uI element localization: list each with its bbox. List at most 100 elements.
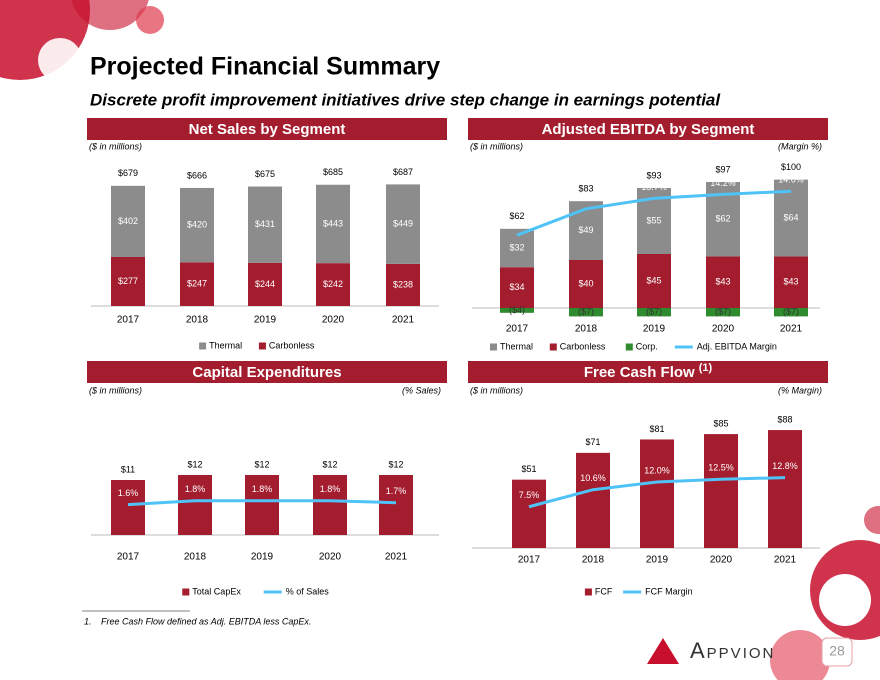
bar-value-label: $12	[322, 459, 337, 469]
chart-header	[87, 118, 447, 140]
y2-units-label: (% Sales)	[402, 385, 441, 395]
bar	[111, 480, 145, 535]
bar	[111, 185, 145, 257]
bar	[386, 184, 420, 264]
bar-value-label: $244	[255, 279, 275, 289]
legend-swatch	[584, 588, 592, 596]
line-value-label: 9.1%	[507, 219, 528, 229]
bar-value-label: $238	[393, 279, 413, 289]
bar	[637, 308, 671, 317]
bar	[111, 256, 145, 306]
bar-value-label: $43	[715, 277, 730, 287]
chart-header	[87, 361, 447, 383]
x-tick-label: 2017	[117, 552, 140, 563]
line-series	[127, 499, 397, 507]
bar-value-label: $431	[255, 219, 275, 229]
line-value-label: 1.8%	[320, 484, 341, 494]
bar	[500, 308, 534, 313]
legend-label: % of Sales	[286, 586, 330, 596]
bar-value-label: $71	[585, 437, 600, 447]
bar-value-label: $32	[509, 242, 524, 252]
bar-value-label: $40	[578, 278, 593, 288]
bar-value-label: $12	[254, 459, 269, 469]
bar	[316, 184, 350, 264]
legend-label: Carbonless	[269, 340, 315, 350]
bar	[576, 452, 610, 548]
logo-mark	[647, 638, 679, 664]
footnote-number: 1.	[84, 616, 92, 626]
bar	[569, 308, 603, 317]
bar-value-label: ($7)	[578, 307, 594, 317]
legend-label: Corp.	[636, 341, 658, 351]
legend-label: Thermal	[500, 341, 533, 351]
x-tick-label: 2018	[582, 555, 605, 566]
chart-title: Adjusted EBITDA by Segment	[542, 121, 755, 138]
bar	[178, 475, 212, 535]
bar	[248, 262, 282, 306]
bar	[637, 254, 671, 308]
slide-title: Projected Financial Summary	[90, 53, 440, 81]
line-value-label: 10.6%	[580, 473, 606, 483]
bar-value-label: ($4)	[509, 305, 525, 315]
bar-value-label: $242	[323, 279, 343, 289]
line-value-label: 1.6%	[118, 488, 139, 498]
legend-swatch	[625, 343, 633, 351]
units-label: ($ in millions)	[89, 385, 142, 395]
chart-title-note: (1)	[699, 362, 713, 374]
bar	[706, 308, 740, 317]
bar-value-label: $277	[118, 276, 138, 286]
bar-value-label: $49	[578, 225, 593, 235]
bar-value-label: $43	[783, 277, 798, 287]
line-value-label: 1.8%	[252, 484, 273, 494]
x-tick-label: 2021	[392, 315, 415, 326]
x-tick-label: 2017	[518, 555, 541, 566]
bar-value-label: $402	[118, 216, 138, 226]
total-label: $679	[118, 168, 138, 178]
bar	[569, 260, 603, 308]
bar-value-label: $45	[646, 275, 661, 285]
legend-label: Carbonless	[560, 341, 606, 351]
bar-value-label: $449	[393, 219, 413, 229]
bar-value-label: $443	[323, 218, 343, 228]
legend-swatch	[549, 343, 557, 351]
logo-text: Appvion	[690, 638, 775, 663]
x-tick-label: 2019	[251, 552, 274, 563]
line-value-label: 12.0%	[644, 465, 670, 475]
total-label: $83	[578, 184, 593, 194]
line-value-label: 12.4%	[573, 192, 599, 202]
bar-value-label: $88	[777, 414, 792, 424]
bar	[500, 267, 534, 308]
line-value-label: 1.7%	[386, 486, 407, 496]
line-value-label: 13.7%	[641, 182, 667, 192]
chart-title-text: Net Sales by Segment	[189, 121, 346, 138]
bar	[316, 263, 350, 306]
total-label: $685	[323, 167, 343, 177]
bar	[313, 475, 347, 535]
bar-value-label: $12	[187, 459, 202, 469]
bar-value-label: ($7)	[646, 307, 662, 317]
chart-title-text: Adjusted EBITDA by Segment	[542, 121, 755, 138]
legend-label: Adj. EBITDA Margin	[697, 341, 777, 351]
x-tick-label: 2019	[646, 555, 669, 566]
x-tick-label: 2017	[506, 324, 529, 335]
x-tick-label: 2021	[385, 552, 408, 563]
x-tick-label: 2020	[710, 555, 733, 566]
bar	[640, 439, 674, 548]
bar-value-label: ($7)	[783, 307, 799, 317]
line-value-label: 12.5%	[708, 463, 734, 473]
bar	[500, 228, 534, 268]
logo: Appvion	[647, 638, 775, 664]
page-badge	[821, 637, 853, 667]
bar	[512, 479, 546, 548]
bar	[569, 201, 603, 260]
legend-swatch	[258, 342, 266, 350]
line-value-label: 7.5%	[519, 490, 540, 500]
legend-label: FCF	[595, 586, 613, 596]
bar	[706, 256, 740, 308]
bar-value-label: $85	[713, 418, 728, 428]
x-tick-label: 2018	[184, 552, 207, 563]
bar	[774, 308, 808, 317]
bar	[180, 262, 214, 306]
bar-value-label: $247	[187, 279, 207, 289]
